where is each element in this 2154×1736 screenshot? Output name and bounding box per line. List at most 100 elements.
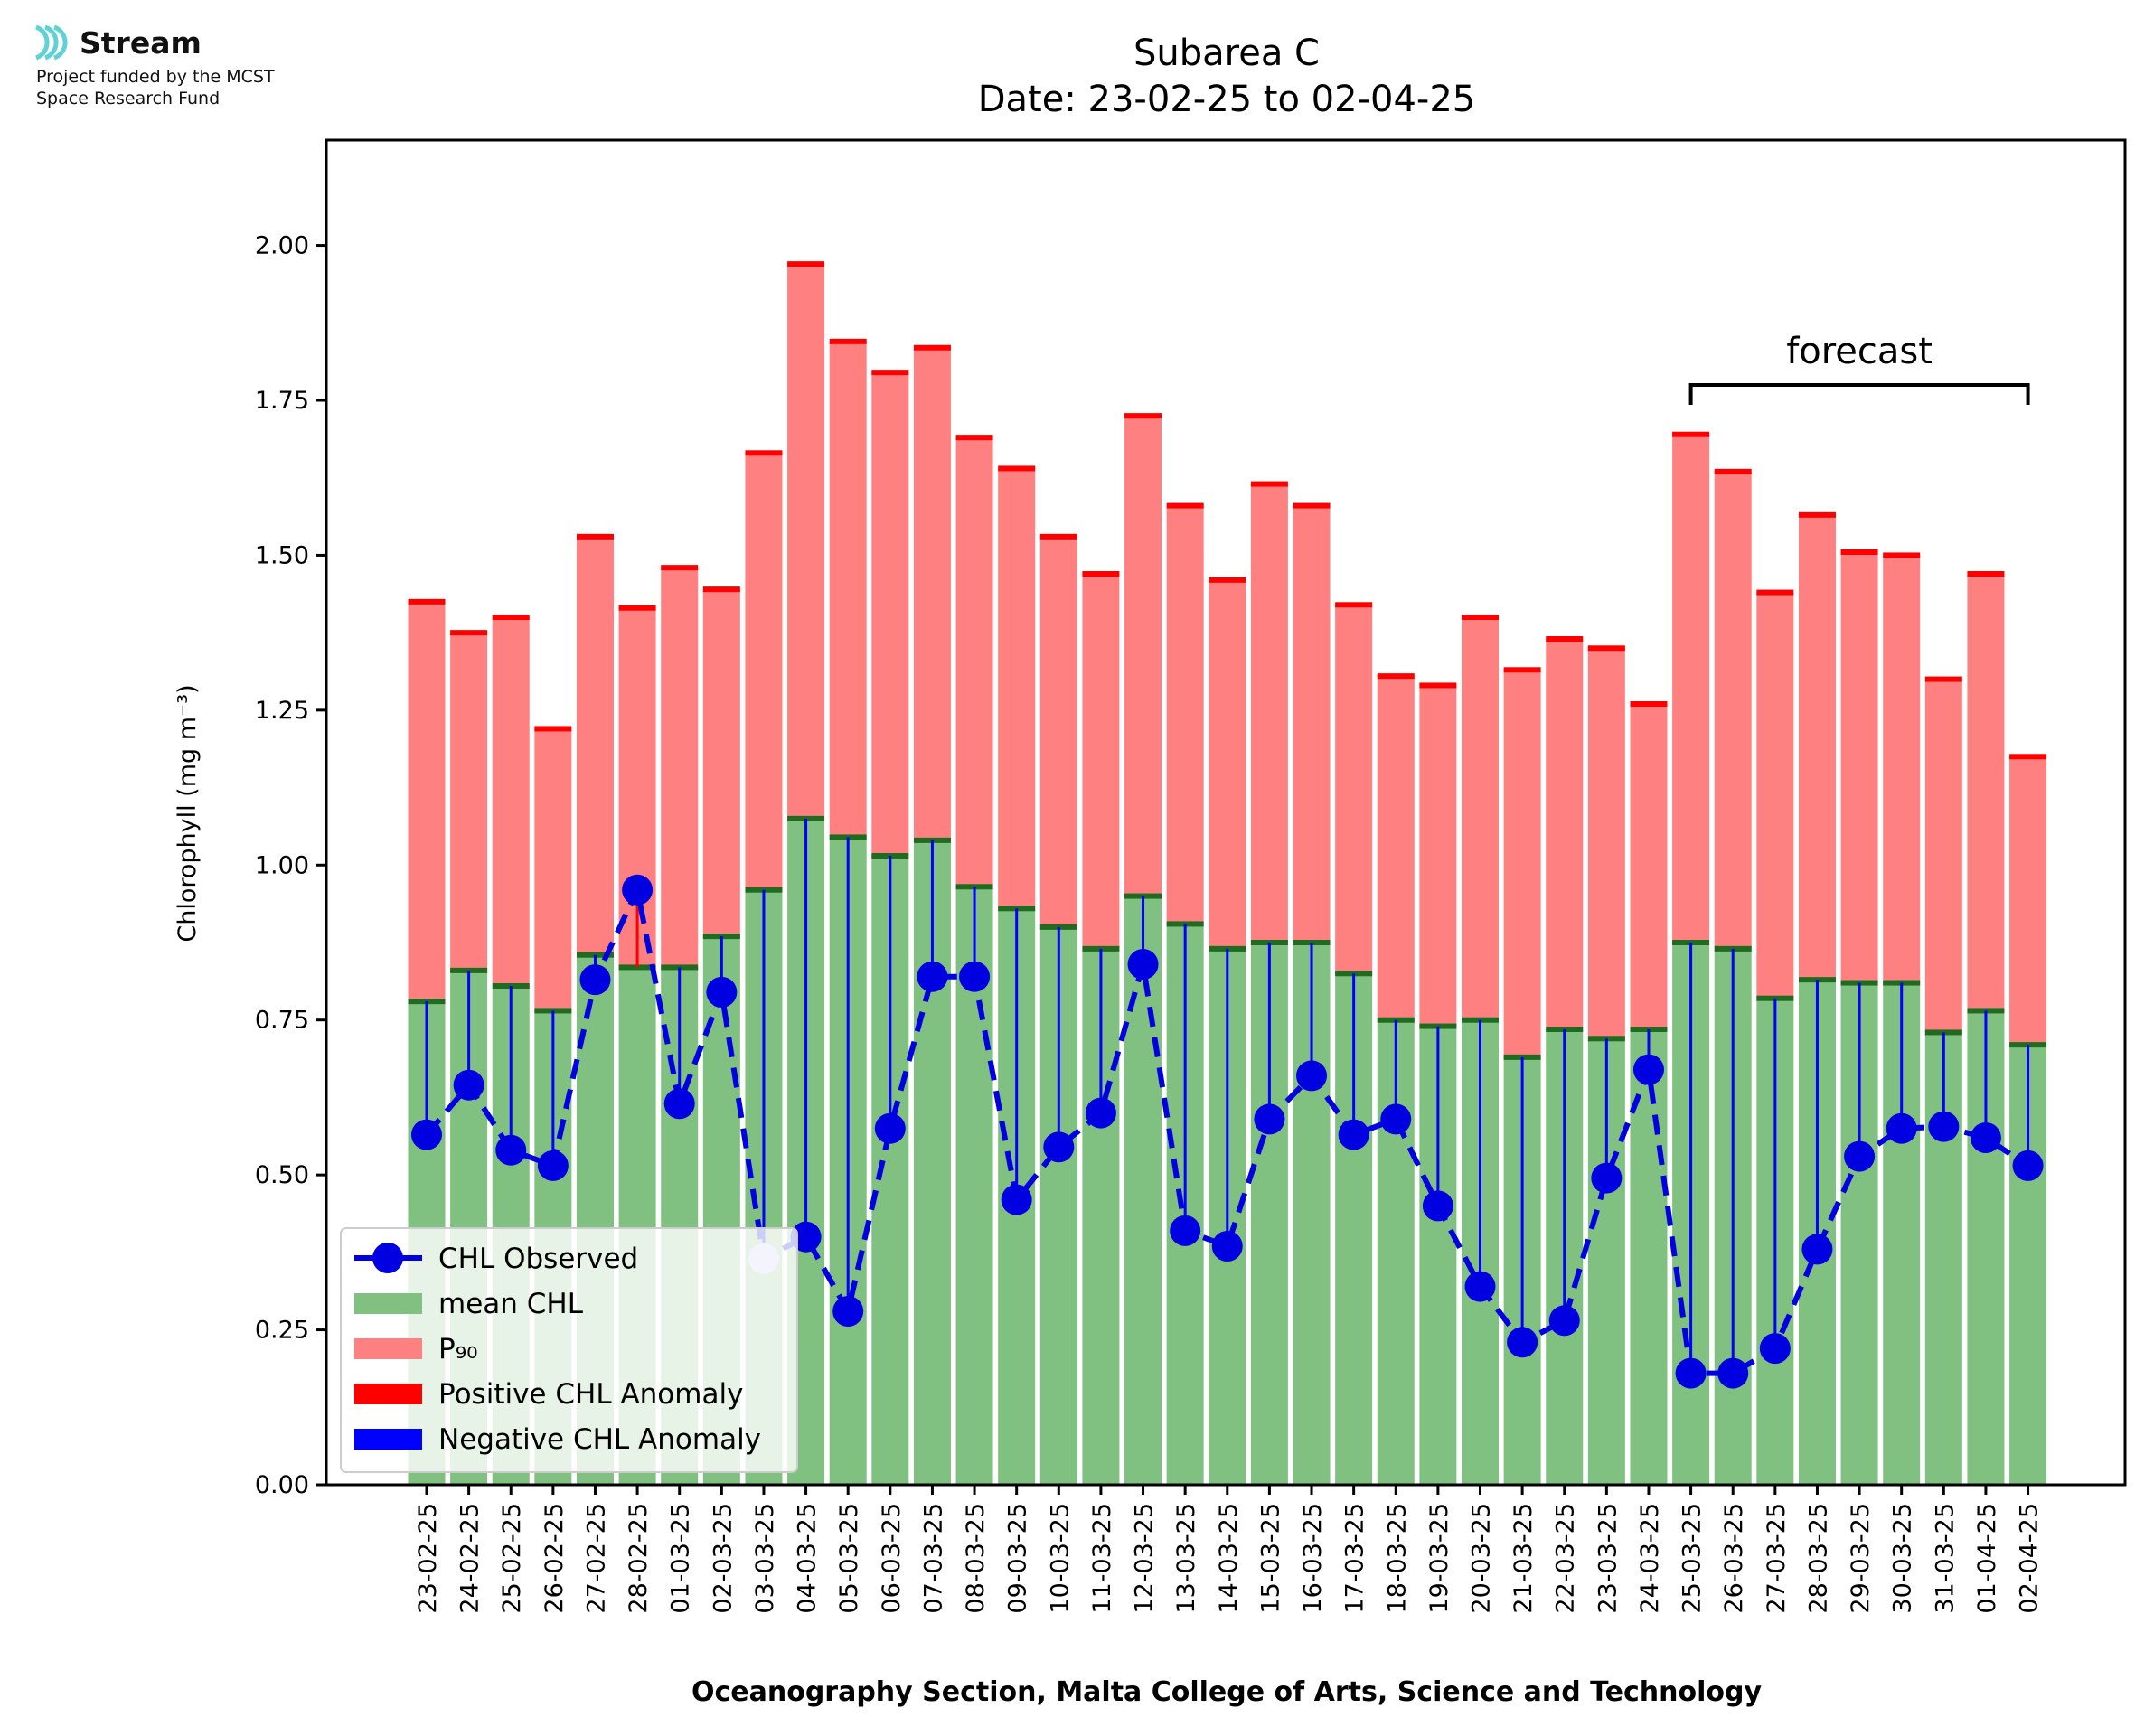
observed-point	[917, 961, 948, 992]
observed-point	[579, 964, 611, 996]
mean-bar	[1124, 896, 1162, 1485]
p90-bar	[998, 468, 1036, 909]
p90-cap	[1630, 701, 1668, 707]
y-tick-label: 1.50	[255, 541, 309, 569]
observed-point	[663, 1088, 695, 1120]
x-tick-label: 11-03-25	[1088, 1503, 1116, 1614]
observed-point	[622, 874, 654, 906]
observed-point	[1717, 1357, 1749, 1389]
stream-waves-icon	[34, 24, 68, 61]
p90-cap	[1293, 502, 1331, 509]
x-tick-label: 27-03-25	[1763, 1503, 1791, 1614]
p90-bar	[1924, 679, 1962, 1033]
p90-bar	[2009, 756, 2047, 1046]
p90-cap	[618, 605, 656, 611]
observed-point	[1675, 1357, 1707, 1389]
p90-cap	[955, 435, 993, 441]
p90-cap	[787, 261, 825, 267]
y-tick-label: 1.75	[255, 387, 309, 415]
p90-bar	[1039, 536, 1077, 927]
p90-cap	[576, 533, 614, 540]
x-tick-label: 05-03-25	[835, 1503, 863, 1614]
observed-point	[1970, 1122, 2001, 1153]
p90-bar	[1714, 471, 1752, 949]
x-tick-label: 18-03-25	[1383, 1503, 1411, 1614]
p90-cap	[1082, 571, 1120, 577]
x-tick-label: 01-03-25	[667, 1503, 695, 1614]
p90-cap	[871, 370, 909, 376]
x-tick-label: 04-03-25	[794, 1503, 822, 1614]
logo: Stream Project funded by the MCST Space …	[31, 22, 338, 121]
observed-point	[1507, 1327, 1538, 1358]
observed-point	[1422, 1190, 1453, 1222]
x-tick-label: 15-03-25	[1256, 1503, 1284, 1614]
x-tick-label: 13-03-25	[1172, 1503, 1200, 1614]
p90-bar	[492, 617, 530, 986]
chart-subtitle: Date: 23-02-25 to 02-04-25	[978, 79, 1476, 120]
observed-point	[874, 1112, 906, 1144]
p90-bar	[661, 568, 699, 968]
p90-bar	[1293, 505, 1331, 943]
x-tick-label: 24-03-25	[1636, 1503, 1664, 1614]
p90-bar	[1503, 670, 1541, 1057]
p90-bar	[1082, 574, 1120, 949]
x-tick-label: 23-02-25	[414, 1503, 442, 1614]
p90-cap	[1967, 571, 2005, 577]
x-tick-label: 26-03-25	[1720, 1503, 1748, 1614]
x-tick-label: 25-03-25	[1679, 1503, 1707, 1614]
x-tick-label: 06-03-25	[878, 1503, 906, 1614]
x-tick-label: 19-03-25	[1425, 1503, 1453, 1614]
p90-bar	[1124, 416, 1162, 896]
observed-point	[1296, 1060, 1328, 1092]
observed-point	[1632, 1054, 1664, 1085]
x-axis-label: Oceanography Section, Malta College of A…	[691, 1676, 1763, 1708]
p90-cap	[1924, 676, 1962, 682]
forecast-bracket	[1688, 383, 2030, 405]
observed-point	[1085, 1097, 1116, 1129]
observed-point	[1338, 1119, 1369, 1150]
p90-bar	[745, 453, 783, 890]
observed-point	[1043, 1131, 1075, 1163]
p90-bar	[1166, 505, 1204, 924]
x-tick-label: 25-02-25	[498, 1503, 526, 1614]
p90-cap	[1166, 502, 1204, 509]
y-tick-label: 0.25	[255, 1317, 309, 1345]
p90-cap	[1756, 589, 1794, 596]
p90-bar	[871, 372, 909, 857]
x-tick-label: 28-03-25	[1804, 1503, 1832, 1614]
x-tick-label: 21-03-25	[1510, 1503, 1538, 1614]
p90-cap	[1209, 577, 1246, 583]
x-tick-label: 27-02-25	[582, 1503, 610, 1614]
p90-cap	[745, 450, 783, 456]
p90-bar	[1250, 483, 1288, 943]
observed-point	[832, 1296, 864, 1327]
forecast-label: forecast	[1786, 331, 1933, 372]
p90-cap	[1672, 431, 1710, 437]
x-tick-label: 28-02-25	[625, 1503, 653, 1614]
observed-point	[453, 1069, 484, 1101]
observed-point	[959, 961, 991, 992]
p90-cap	[1798, 511, 1836, 518]
p90-cap	[1377, 673, 1415, 680]
p90-bar	[408, 601, 446, 1002]
observed-point	[1928, 1111, 1960, 1142]
x-tick-label: 23-03-25	[1594, 1503, 1622, 1614]
p90-cap	[1250, 481, 1288, 487]
p90-bar	[534, 728, 572, 1011]
p90-bar	[1840, 552, 1878, 983]
x-tick-label: 12-03-25	[1131, 1503, 1159, 1614]
p90-bar	[1546, 639, 1584, 1029]
logo-funding-line-1: Project funded by the MCST	[36, 67, 275, 87]
x-tick-label: 24-02-25	[456, 1503, 484, 1614]
legend-label: P₉₀	[438, 1333, 478, 1365]
x-tick-label: 10-03-25	[1046, 1503, 1074, 1614]
p90-bar	[1377, 676, 1415, 1020]
p90-bar	[450, 633, 488, 971]
x-tick-label: 02-03-25	[709, 1503, 737, 1614]
x-tick-label: 26-02-25	[541, 1503, 569, 1614]
legend-marker-swatch	[372, 1243, 403, 1273]
observed-point	[1886, 1112, 1917, 1144]
p90-cap	[450, 630, 488, 636]
logo-brand: Stream	[80, 25, 202, 61]
p90-bar	[1335, 605, 1373, 974]
